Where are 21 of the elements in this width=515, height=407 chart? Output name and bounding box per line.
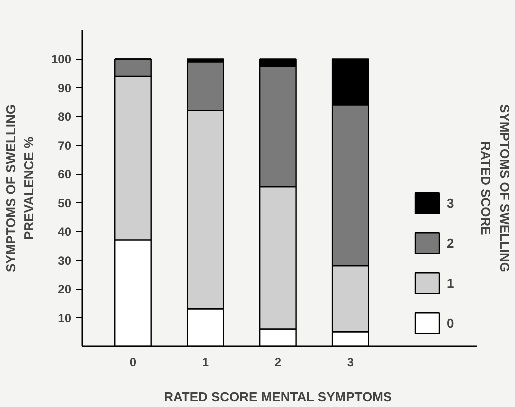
y-axis-title: SYMPTOMS OF SWELLING PREVALENCE % — [3, 104, 36, 273]
legend-label: 0 — [447, 316, 456, 330]
y-tick-label: 10 — [58, 311, 72, 326]
y-tick-label: 70 — [58, 138, 72, 153]
legend-label: 1 — [447, 276, 456, 290]
y-tick-label: 80 — [58, 110, 72, 124]
x-tick-label: 3 — [347, 356, 354, 370]
x-tick-label: 2 — [274, 356, 282, 370]
x-tick-label: 0 — [130, 356, 137, 370]
y-tick-label: 90 — [58, 81, 72, 96]
legend-label: 2 — [447, 236, 456, 250]
x-tick-label: 1 — [202, 356, 210, 370]
y-tick-label: 100 — [51, 52, 72, 67]
legend-title: RATED SCORE SYMPTOMS OF SWELLING — [478, 104, 512, 273]
y-tick-label: 60 — [58, 168, 72, 182]
y-tick-label: 20 — [58, 282, 72, 297]
x-axis-title: RATED SCORE MENTAL SYMPTOMS — [164, 390, 392, 404]
y-tick-label: 30 — [58, 254, 72, 268]
y-tick-label: 50 — [58, 196, 72, 210]
legend-label: 3 — [447, 196, 456, 210]
y-tick-label: 40 — [58, 225, 72, 240]
